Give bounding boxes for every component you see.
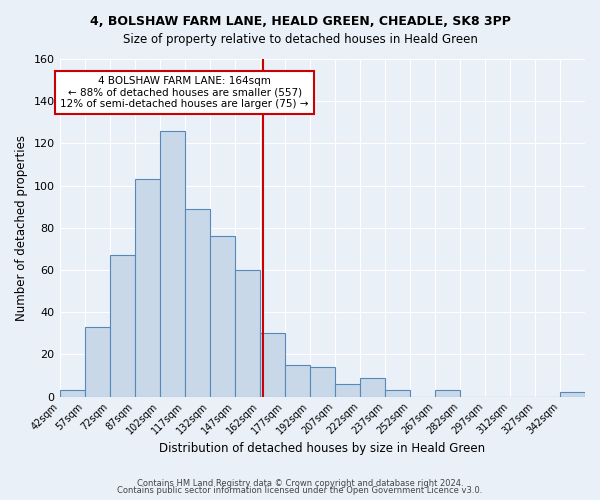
Bar: [285, 365, 310, 396]
Bar: [185, 209, 209, 396]
Text: Contains public sector information licensed under the Open Government Licence v3: Contains public sector information licen…: [118, 486, 482, 495]
Text: 4, BOLSHAW FARM LANE, HEALD GREEN, CHEADLE, SK8 3PP: 4, BOLSHAW FARM LANE, HEALD GREEN, CHEAD…: [89, 15, 511, 28]
Text: Contains HM Land Registry data © Crown copyright and database right 2024.: Contains HM Land Registry data © Crown c…: [137, 478, 463, 488]
Bar: [385, 390, 410, 396]
Text: Size of property relative to detached houses in Heald Green: Size of property relative to detached ho…: [122, 32, 478, 46]
Bar: [560, 392, 585, 396]
Text: 4 BOLSHAW FARM LANE: 164sqm
← 88% of detached houses are smaller (557)
12% of se: 4 BOLSHAW FARM LANE: 164sqm ← 88% of det…: [61, 76, 309, 109]
Y-axis label: Number of detached properties: Number of detached properties: [15, 135, 28, 321]
Bar: [110, 255, 134, 396]
Bar: [85, 327, 110, 396]
X-axis label: Distribution of detached houses by size in Heald Green: Distribution of detached houses by size …: [159, 442, 485, 455]
Bar: [235, 270, 260, 396]
Bar: [59, 390, 85, 396]
Bar: [310, 367, 335, 396]
Bar: [360, 378, 385, 396]
Bar: [335, 384, 360, 396]
Bar: [134, 180, 160, 396]
Bar: [160, 130, 185, 396]
Bar: [260, 334, 285, 396]
Bar: [209, 236, 235, 396]
Bar: [435, 390, 460, 396]
